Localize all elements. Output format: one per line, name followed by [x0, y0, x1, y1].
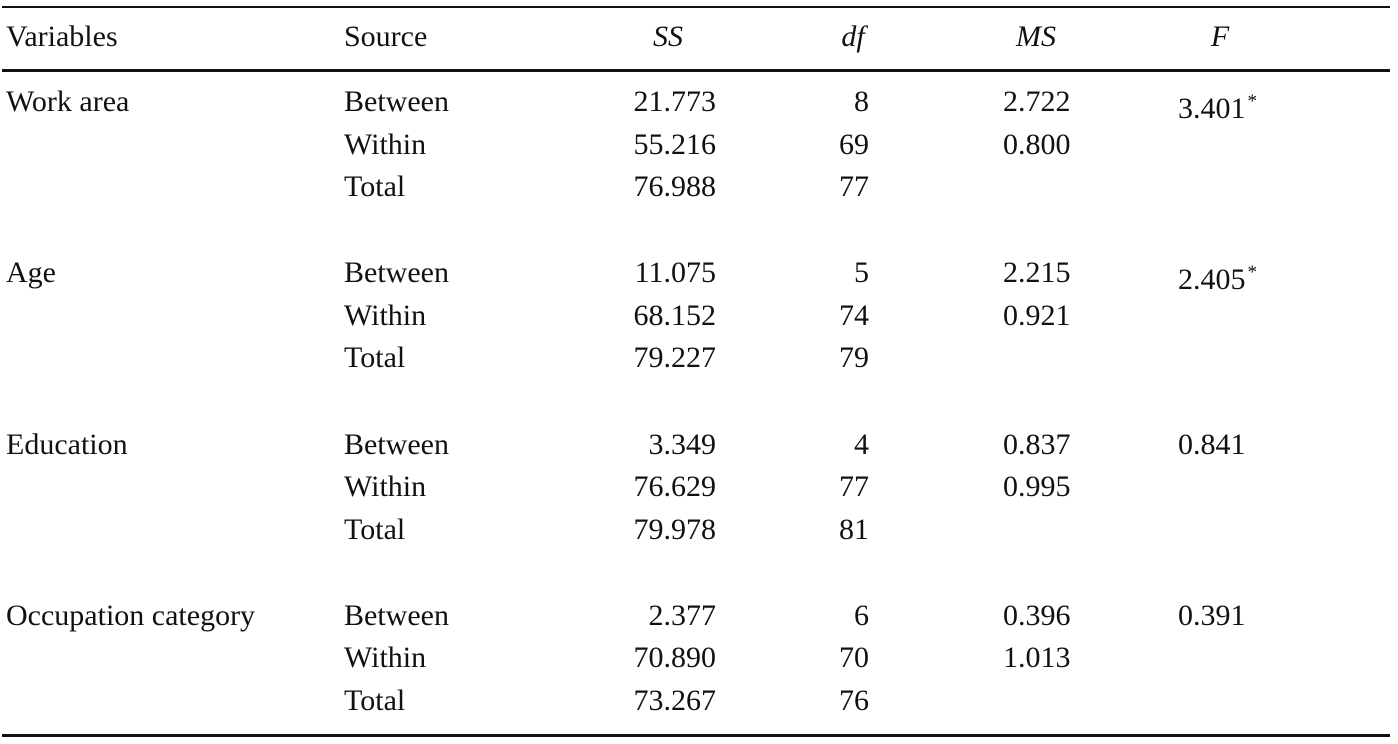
- variable-label: Age: [6, 256, 56, 290]
- bottom-rule: [2, 734, 1390, 737]
- source-cell: Between: [344, 598, 449, 632]
- f-value: 2.405: [1178, 263, 1246, 297]
- ss-cell: 11.075: [634, 256, 716, 290]
- variable-label: Education: [6, 427, 128, 461]
- variable-label: Work area: [6, 85, 130, 118]
- ms-cell: 0.396: [1003, 598, 1071, 632]
- header-ms: MS: [1016, 20, 1056, 53]
- df-cell: 79: [839, 341, 869, 375]
- source-cell: Total: [344, 512, 406, 546]
- ss-cell: 2.377: [648, 598, 717, 632]
- df-cell: 70: [839, 641, 869, 675]
- df-cell: 77: [839, 470, 869, 504]
- ss-cell: 55.216: [633, 127, 717, 161]
- ss-cell: 68.152: [633, 298, 717, 332]
- source-cell: Between: [344, 85, 449, 118]
- header-ss: SS: [653, 20, 683, 53]
- header-rule: [2, 69, 1390, 72]
- f-value: 0.391: [1178, 598, 1246, 632]
- df-cell: 6: [854, 598, 869, 632]
- ms-cell: 0.800: [1003, 127, 1071, 161]
- f-cell: 0.841: [1178, 427, 1246, 463]
- ms-cell: 0.837: [1003, 427, 1071, 461]
- header-variables: Variables: [6, 20, 118, 53]
- df-cell: 77: [839, 170, 869, 203]
- ss-cell: 76.629: [633, 470, 717, 504]
- header-f: F: [1210, 20, 1230, 53]
- source-cell: Total: [344, 341, 406, 375]
- header-source: Source: [344, 20, 428, 53]
- ms-cell: 0.995: [1003, 470, 1071, 504]
- df-cell: 8: [854, 85, 869, 118]
- source-cell: Within: [344, 127, 427, 161]
- ss-cell: 70.890: [633, 641, 717, 675]
- source-cell: Total: [344, 170, 406, 203]
- ms-cell: 2.722: [1003, 85, 1071, 118]
- source-cell: Within: [344, 298, 427, 332]
- f-cell: 2.405 *: [1178, 255, 1258, 296]
- source-cell: Within: [344, 470, 427, 504]
- top-rule: [2, 6, 1390, 8]
- ss-cell: 76.988: [633, 170, 717, 203]
- f-significance-mark: *: [1247, 262, 1258, 284]
- ss-cell: 79.978: [633, 512, 717, 546]
- variable-label: Occupation category: [6, 598, 256, 632]
- f-value: 3.401: [1178, 92, 1246, 125]
- header-df: df: [841, 20, 865, 53]
- f-cell: 3.401 *: [1178, 84, 1258, 125]
- df-cell: 5: [854, 256, 869, 290]
- ms-cell: 1.013: [1003, 641, 1071, 675]
- source-cell: Between: [344, 256, 449, 290]
- df-cell: 69: [839, 127, 869, 161]
- f-significance-mark: *: [1247, 91, 1258, 112]
- source-cell: Between: [344, 427, 449, 461]
- f-cell: 0.391: [1178, 598, 1246, 634]
- df-cell: 74: [839, 298, 869, 332]
- source-cell: Total: [344, 683, 406, 717]
- ss-cell: 73.267: [633, 683, 717, 717]
- ms-cell: 0.921: [1003, 298, 1071, 332]
- df-cell: 4: [854, 427, 869, 461]
- f-value: 0.841: [1178, 427, 1246, 461]
- df-cell: 81: [839, 512, 869, 546]
- ss-cell: 79.227: [633, 341, 717, 375]
- ms-cell: 2.215: [1003, 256, 1071, 290]
- ss-cell: 21.773: [633, 85, 717, 118]
- df-cell: 76: [839, 683, 869, 717]
- source-cell: Within: [344, 641, 427, 675]
- ss-cell: 3.349: [648, 427, 717, 461]
